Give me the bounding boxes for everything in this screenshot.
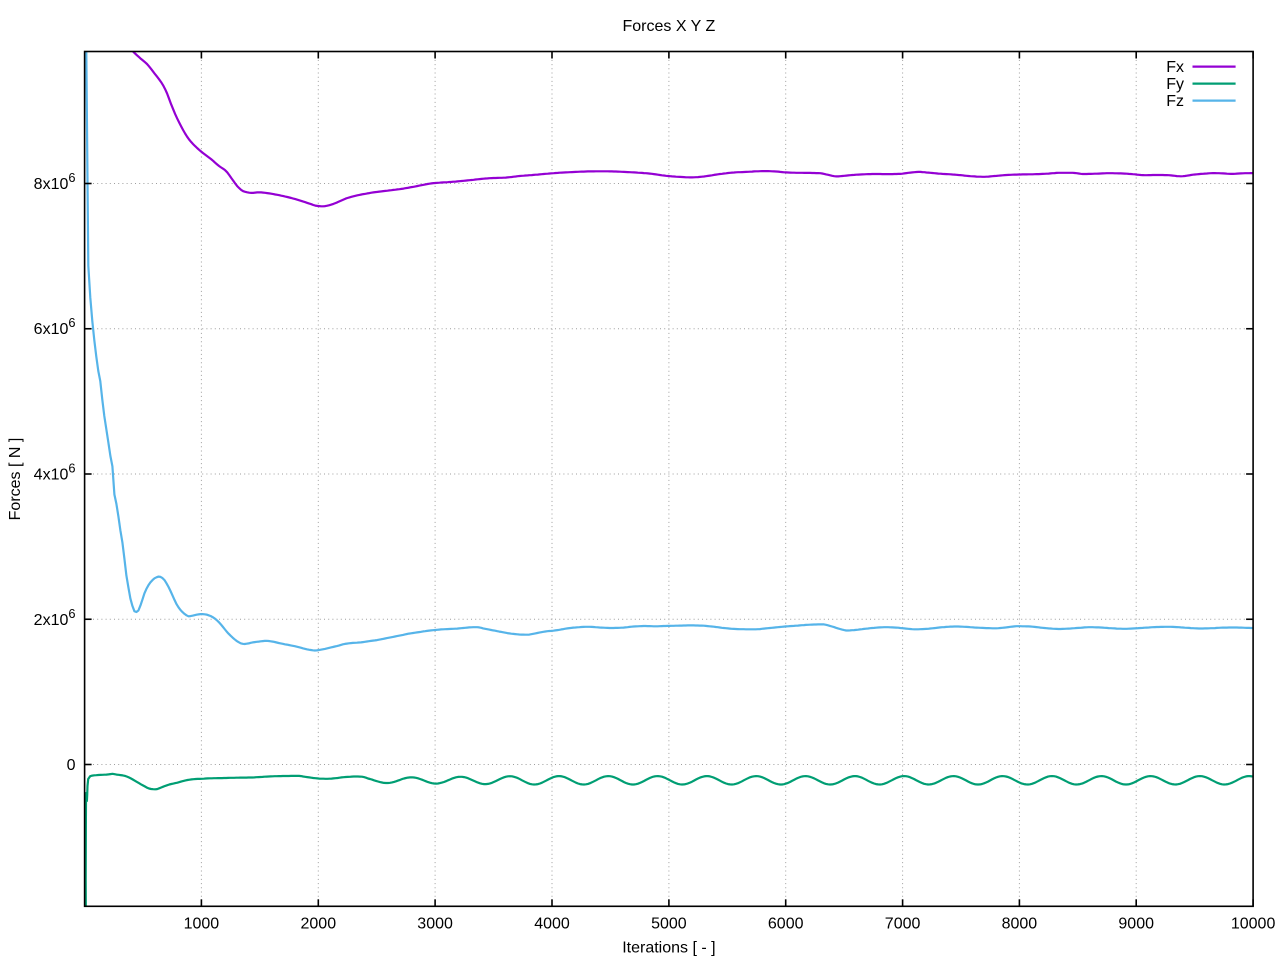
svg-text:Fz: Fz — [1166, 93, 1184, 110]
svg-text:6000: 6000 — [768, 915, 804, 932]
svg-text:Forces [ N ]: Forces [ N ] — [7, 438, 24, 521]
svg-text:4x106: 4x106 — [34, 460, 76, 484]
svg-text:4000: 4000 — [534, 915, 570, 932]
svg-text:5000: 5000 — [651, 915, 687, 932]
svg-text:Iterations [ - ]: Iterations [ - ] — [622, 940, 715, 957]
svg-text:9000: 9000 — [1118, 915, 1154, 932]
svg-text:2x106: 2x106 — [34, 605, 76, 629]
svg-text:8x106: 8x106 — [34, 170, 76, 194]
svg-text:8000: 8000 — [1002, 915, 1038, 932]
svg-text:2000: 2000 — [301, 915, 337, 932]
svg-text:0: 0 — [67, 757, 76, 774]
svg-text:10000: 10000 — [1231, 915, 1276, 932]
svg-text:3000: 3000 — [417, 915, 453, 932]
svg-text:6x106: 6x106 — [34, 315, 76, 339]
svg-text:Fy: Fy — [1166, 76, 1184, 93]
svg-text:Fx: Fx — [1166, 59, 1184, 76]
svg-text:1000: 1000 — [184, 915, 220, 932]
svg-text:7000: 7000 — [885, 915, 921, 932]
svg-text:Forces X Y Z: Forces X Y Z — [623, 18, 716, 35]
